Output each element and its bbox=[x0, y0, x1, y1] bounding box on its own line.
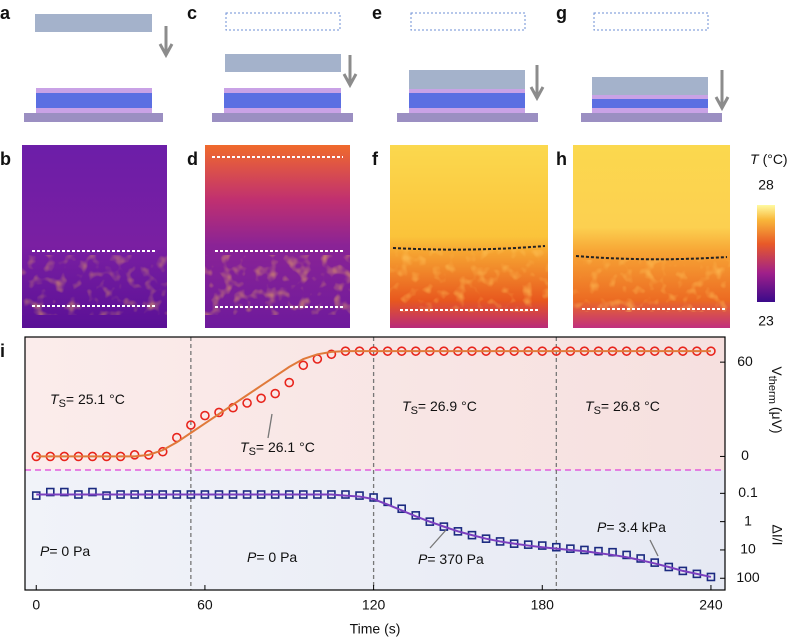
fit-line bbox=[36, 493, 712, 578]
y-tick-label: 60 bbox=[737, 353, 753, 369]
panel-label: c bbox=[187, 3, 197, 23]
data-point bbox=[186, 420, 196, 430]
schematic-c bbox=[212, 12, 358, 122]
y2-tick-label: 10 bbox=[740, 541, 756, 557]
interface-lines bbox=[32, 156, 725, 311]
y2-tick-label: 100 bbox=[736, 569, 760, 585]
annotation: P= 370 Pa bbox=[418, 551, 484, 567]
text-part: = 0 Pa bbox=[49, 543, 90, 559]
text-part: (°C) bbox=[763, 151, 788, 167]
y2-tick-label: 1 bbox=[744, 512, 752, 528]
data-point bbox=[284, 377, 295, 388]
y-axis-label: Vtherm (μV) bbox=[766, 366, 785, 433]
colorbar-min: 23 bbox=[758, 313, 774, 329]
text-part: T bbox=[585, 398, 595, 414]
text-part: therm bbox=[766, 376, 778, 404]
text-part: = 26.8 °C bbox=[601, 398, 660, 414]
annotation: P= 0 Pa bbox=[247, 549, 297, 565]
text-part: P bbox=[40, 543, 50, 559]
particles bbox=[390, 250, 548, 312]
text-part: P bbox=[418, 551, 428, 567]
colorbar bbox=[757, 205, 775, 302]
text-part: = 370 Pa bbox=[427, 551, 484, 567]
text-part: S bbox=[411, 405, 418, 417]
annotation: P= 0 Pa bbox=[40, 543, 90, 559]
chart: 0 60 120 180 240 Time (s) 0 60 0.1 1 10 100 Vtherm (μ… bbox=[31, 337, 785, 637]
chart-background bbox=[25, 337, 725, 590]
text-part: T bbox=[750, 151, 760, 167]
text-part: S bbox=[59, 398, 66, 410]
data-point bbox=[594, 546, 603, 556]
data-point bbox=[102, 491, 111, 500]
panel-label: e bbox=[372, 3, 382, 23]
data-point bbox=[31, 491, 41, 500]
annotation: TS= 25.1 °C bbox=[50, 391, 125, 410]
data-point bbox=[200, 410, 210, 421]
data-point bbox=[552, 542, 561, 552]
schematics bbox=[24, 12, 730, 122]
schematic-e bbox=[397, 12, 545, 122]
data-point bbox=[537, 541, 547, 550]
text-part: = 25.1 °C bbox=[66, 391, 125, 407]
particles bbox=[205, 255, 350, 315]
text-part: (μV) bbox=[769, 407, 785, 434]
data-point bbox=[326, 349, 337, 360]
annotation: P= 3.4 kPa bbox=[597, 519, 666, 535]
text-part: = 0 Pa bbox=[256, 549, 297, 565]
thermal-images bbox=[22, 145, 775, 328]
panel-label: g bbox=[556, 3, 567, 23]
y-tick-label: 0 bbox=[741, 447, 749, 463]
data-point bbox=[256, 393, 266, 404]
colorbar-label: T (°C) bbox=[750, 151, 788, 167]
schematic-g bbox=[581, 12, 730, 122]
text-part: P bbox=[247, 549, 257, 565]
data-point bbox=[129, 450, 140, 460]
text-part: T bbox=[50, 391, 60, 407]
text-part: P bbox=[597, 519, 607, 535]
x-tick-label: 0 bbox=[32, 597, 40, 613]
y2-tick-label: 0.1 bbox=[738, 484, 758, 500]
fit-line bbox=[36, 350, 711, 458]
leader-line bbox=[649, 539, 659, 557]
text-part: V bbox=[769, 366, 785, 376]
colorbar-max: 28 bbox=[758, 177, 774, 193]
plot-frame bbox=[24, 336, 726, 591]
x-tick-label: 120 bbox=[362, 597, 386, 613]
text-part: = 26.1 °C bbox=[256, 439, 315, 455]
annotation: TS= 26.9 °C bbox=[402, 398, 477, 417]
annotation: TS= 26.8 °C bbox=[585, 398, 660, 417]
x-tick-label: 180 bbox=[531, 597, 555, 613]
text-part: T bbox=[402, 398, 412, 414]
panel-label: b bbox=[0, 149, 11, 169]
data-point bbox=[242, 398, 252, 408]
annotation: TS= 26.1 °C bbox=[240, 439, 315, 458]
text-part: = 3.4 kPa bbox=[606, 519, 666, 535]
x-tick-label: 60 bbox=[197, 597, 213, 613]
panel-label: i bbox=[0, 341, 5, 361]
data-point bbox=[60, 487, 69, 497]
data-point bbox=[298, 360, 309, 371]
data-point bbox=[46, 487, 55, 497]
data-point bbox=[439, 522, 449, 531]
y2-axis-label: ΔI/I bbox=[769, 524, 785, 545]
x-tick-label: 240 bbox=[699, 597, 723, 613]
schematic-a bbox=[24, 14, 174, 122]
leader-line bbox=[267, 413, 273, 439]
text-part: S bbox=[594, 405, 601, 417]
data-point bbox=[425, 517, 435, 526]
leader-line bbox=[429, 529, 447, 549]
text-part: = 26.9 °C bbox=[418, 398, 477, 414]
data-point bbox=[622, 550, 631, 560]
data-point bbox=[270, 388, 281, 399]
particles bbox=[573, 260, 730, 312]
panel-label: a bbox=[0, 3, 11, 23]
x-axis-label: Time (s) bbox=[350, 621, 401, 637]
text-part: S bbox=[249, 446, 256, 458]
panel-label: d bbox=[187, 149, 198, 169]
data-point bbox=[88, 487, 97, 497]
panel-label: f bbox=[372, 149, 379, 169]
panel-label: h bbox=[556, 149, 567, 169]
text-part: T bbox=[240, 439, 250, 455]
